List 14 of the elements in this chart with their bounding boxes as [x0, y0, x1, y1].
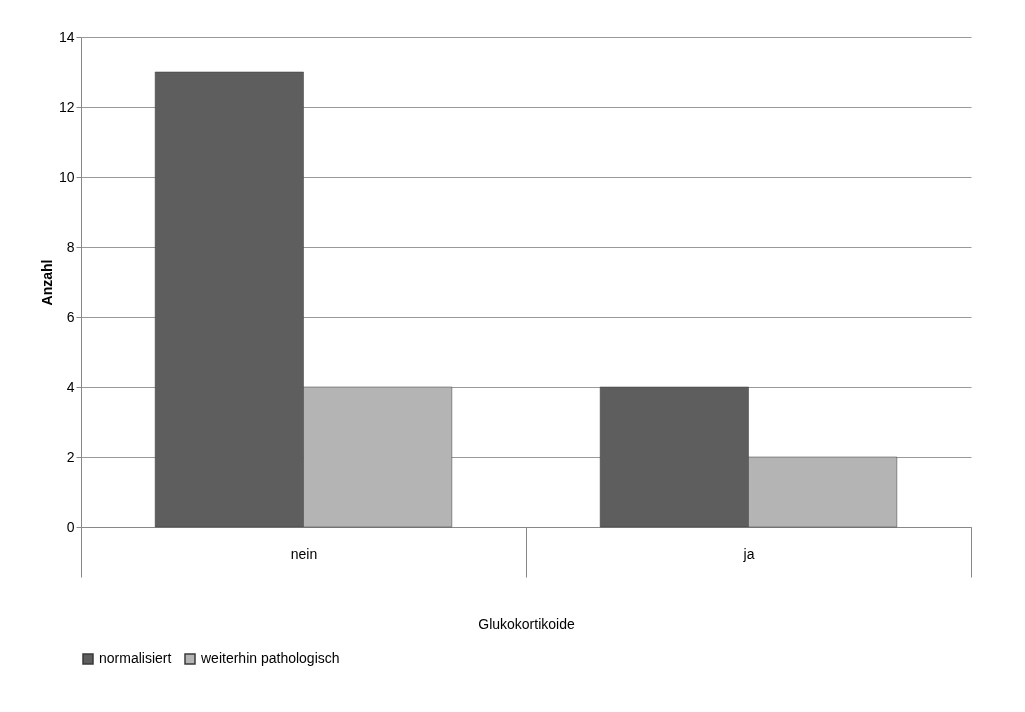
y-tick-label: 8	[66, 238, 75, 255]
y-tick-label: 10	[58, 168, 75, 185]
x-tick-label: nein	[290, 545, 318, 562]
x-axis-title: Glukokortikoide	[478, 616, 575, 632]
legend-label: normalisiert	[99, 650, 172, 666]
y-tick-label: 4	[66, 378, 75, 395]
y-tick-label: 6	[66, 308, 75, 325]
legend-label: weiterhin pathologisch	[200, 650, 340, 666]
y-tick-label: 2	[66, 448, 75, 465]
y-tick-label: 12	[58, 98, 75, 115]
y-tick-label: 0	[66, 518, 75, 535]
x-tick-label: ja	[742, 545, 755, 562]
y-tick-label: 14	[58, 28, 75, 45]
y-axis-title: Anzahl	[38, 259, 55, 306]
